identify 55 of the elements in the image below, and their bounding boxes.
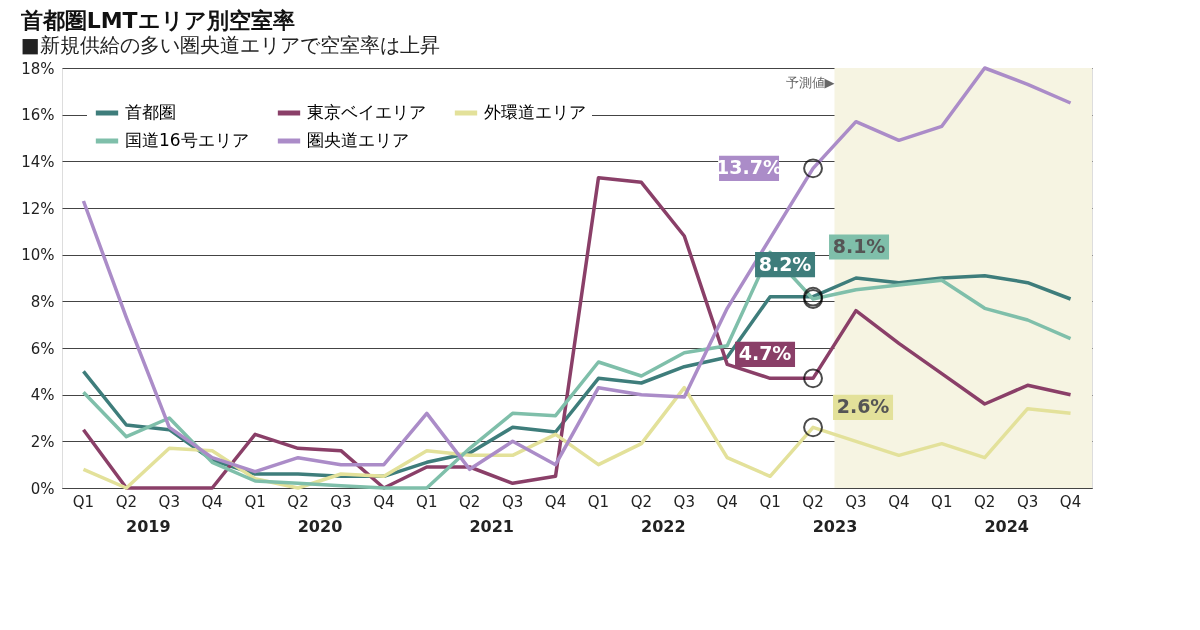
y-tick-label: 4%: [30, 386, 55, 405]
text: Q3: [1016, 493, 1039, 511]
y-tick-label: 8%: [30, 292, 55, 311]
x-tick-label: 2024: [984, 516, 1029, 536]
line-series: [81, 66, 1073, 474]
y-tick-label: 16%: [21, 106, 55, 125]
data-label: 8.2%: [758, 252, 812, 275]
text: Q2: [459, 493, 481, 511]
data-label: 4.7%: [738, 342, 792, 365]
text: Q1: [931, 493, 953, 511]
text: Q2: [974, 493, 996, 511]
x-tick-label: 2022: [641, 516, 686, 536]
chart-subtitle: ■新規供給の多い圏央道エリアで空室率は上昇: [20, 33, 440, 57]
text: Q3: [501, 493, 524, 511]
chart-title: 首都圏LMTエリア別空室率: [19, 8, 295, 33]
text: Q3: [158, 493, 180, 511]
text: Q4: [373, 493, 395, 511]
text: Q4: [201, 493, 223, 511]
text: Q4: [1059, 493, 1082, 511]
text: Q1: [759, 493, 781, 511]
text: Q4: [888, 493, 910, 511]
text: Q1: [244, 493, 266, 511]
text: Q3: [330, 493, 352, 511]
text: Q1: [587, 493, 610, 511]
text: Q4: [544, 493, 567, 511]
text: Q2: [630, 493, 653, 511]
x-tick-label: 2020: [297, 516, 343, 536]
band-label: 予測値▶: [785, 75, 835, 90]
text: Q2: [287, 493, 309, 511]
data-label: 2.6%: [836, 395, 890, 418]
y-tick-label: 2%: [30, 432, 55, 451]
y-tick-label: 10%: [21, 246, 55, 265]
y-tick-label: 14%: [21, 152, 55, 171]
text: Q1: [72, 493, 95, 511]
legend-label: 国道16号エリア: [125, 130, 249, 150]
y-tick-label: 6%: [30, 339, 55, 358]
text: Q2: [115, 493, 138, 511]
line-series: [81, 175, 1073, 490]
text: Q3: [673, 493, 695, 511]
text: Q3: [845, 493, 867, 511]
y-tick-label: 0%: [30, 479, 55, 498]
legend-label: 東京ベイエリア: [307, 102, 426, 122]
data-label: 8.1%: [832, 235, 886, 257]
legend-label: 首都圏: [125, 102, 176, 122]
x-tick-label: 2023: [812, 516, 858, 536]
legend-label: 外環道エリア: [484, 102, 586, 122]
x-tick-label: 2021: [469, 516, 514, 536]
legend-label: 圏央道エリア: [307, 130, 409, 150]
y-tick-label: 18%: [21, 59, 55, 78]
x-tick-label: 2019: [126, 516, 171, 536]
text: Q4: [716, 493, 738, 511]
text: Q1: [416, 493, 438, 511]
line-series: [81, 385, 1073, 490]
y-tick-label: 12%: [21, 199, 55, 218]
text: Q2: [802, 493, 824, 511]
